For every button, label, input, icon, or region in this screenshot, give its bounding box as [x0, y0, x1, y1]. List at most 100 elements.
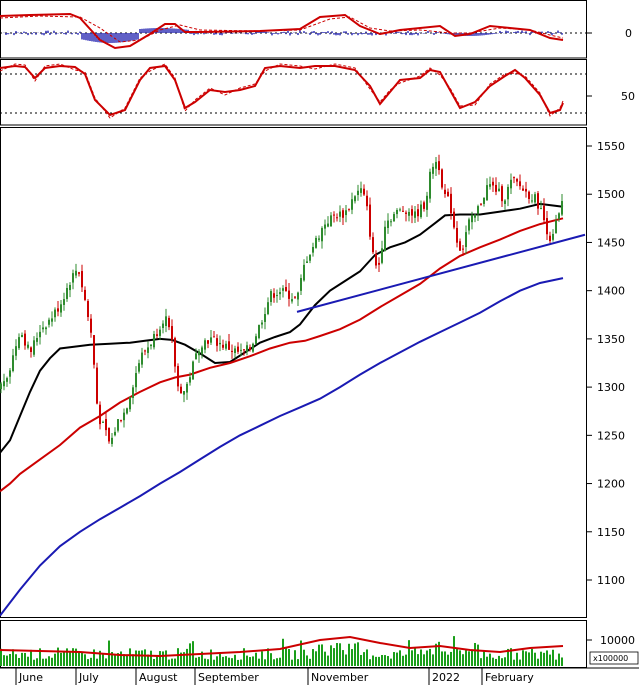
volume-bar: [27, 656, 29, 666]
candle-body: [384, 226, 386, 252]
volume-bar: [63, 651, 65, 666]
volume-bar: [441, 651, 443, 666]
volume-bar: [528, 652, 530, 666]
x-tick-label: September: [198, 671, 259, 684]
volume-bar: [483, 650, 485, 666]
volume-bar: [165, 650, 167, 666]
volume-bar: [18, 657, 20, 666]
volume-bar: [126, 654, 128, 666]
volume-bar: [492, 657, 494, 666]
stochastic-tick-label: 50: [621, 90, 635, 103]
candle-body: [159, 329, 161, 336]
volume-bar: [474, 642, 476, 666]
candle-body: [228, 341, 230, 350]
price-tick-label: 1400: [597, 285, 625, 298]
volume-bar: [57, 647, 59, 666]
volume-bar: [294, 650, 296, 666]
volume-bar: [453, 636, 455, 666]
candle-body: [117, 419, 119, 431]
candle-body: [150, 344, 152, 347]
volume-bar: [552, 649, 554, 666]
volume-bar: [516, 652, 518, 666]
volume-bar: [96, 658, 98, 666]
volume-bar: [285, 648, 287, 666]
candle-body: [480, 203, 482, 205]
volume-bar: [417, 654, 419, 666]
volume-bar: [540, 651, 542, 666]
candle-body: [309, 254, 311, 261]
volume-bar: [462, 654, 464, 666]
candle-body: [36, 337, 38, 342]
volume-bar: [0, 648, 2, 666]
candle-body: [291, 299, 293, 302]
volume-bar: [366, 649, 368, 666]
volume-bar: [54, 653, 56, 666]
volume-bar: [204, 658, 206, 666]
candle-body: [255, 336, 257, 344]
candle-body: [375, 254, 377, 266]
candle-body: [342, 210, 344, 218]
candle-body: [549, 235, 551, 242]
candle-body: [426, 195, 428, 210]
price-tick-label: 1250: [597, 429, 625, 442]
volume-bar: [321, 644, 323, 666]
candle-body: [537, 193, 539, 209]
candle-body: [174, 338, 176, 367]
candle-body: [510, 179, 512, 189]
volume-bar: [480, 658, 482, 666]
price-tick-label: 1550: [597, 140, 625, 153]
volume-bar: [135, 650, 137, 666]
candle-body: [438, 161, 440, 171]
candle-body: [447, 191, 449, 197]
candle-body: [96, 367, 98, 404]
price-tick-label: 1100: [597, 574, 625, 587]
volume-moving-average: [0, 635, 564, 658]
volume-bar: [531, 648, 533, 666]
volume-bar: [102, 654, 104, 666]
candle-body: [102, 421, 104, 423]
volume-bar: [558, 653, 560, 666]
candle-body: [24, 333, 26, 346]
volume-bar: [162, 651, 164, 666]
volume-bar: [21, 652, 23, 666]
volume-bar: [198, 656, 200, 666]
candle-body: [429, 171, 431, 199]
stochastic-panel: 50: [0, 63, 635, 119]
candle-body: [399, 209, 401, 211]
candle-body: [105, 419, 107, 431]
candle-body: [420, 204, 422, 218]
candle-body: [453, 211, 455, 228]
volume-bar: [93, 649, 95, 666]
volume-bar: [561, 657, 563, 666]
candle-body: [522, 188, 524, 191]
volume-bar: [432, 654, 434, 666]
volume-bar: [345, 654, 347, 666]
candle-body: [66, 287, 68, 299]
volume-bar: [342, 650, 344, 666]
candle-body: [120, 420, 122, 422]
volume-bar: [333, 648, 335, 666]
volume-bar: [501, 658, 503, 666]
candle-body: [213, 336, 215, 338]
trendline-1: [296, 233, 586, 313]
candle-body: [216, 338, 218, 346]
volume-bar: [402, 655, 404, 666]
volume-bar: [246, 655, 248, 666]
volume-bar: [75, 648, 77, 666]
candle-body: [516, 179, 518, 182]
volume-bar: [9, 653, 11, 666]
volume-bar: [396, 652, 398, 666]
volume-bar: [186, 648, 188, 666]
volume-bar: [339, 643, 341, 666]
volume-bar: [15, 654, 17, 666]
volume-bar: [312, 649, 314, 666]
volume-bar: [3, 655, 5, 666]
volume-bar: [429, 648, 431, 666]
candle-body: [12, 355, 14, 372]
x-tick-label: November: [311, 671, 369, 684]
candle-body: [561, 201, 563, 215]
volume-bar: [234, 654, 236, 666]
volume-bar: [111, 652, 113, 666]
volume-bar: [456, 647, 458, 666]
